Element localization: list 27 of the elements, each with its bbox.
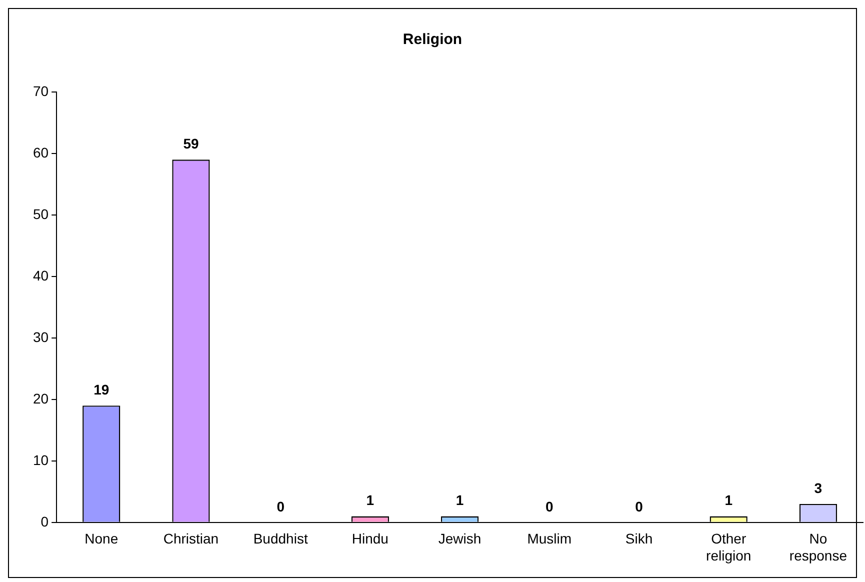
- y-tick-label: 50: [32, 206, 49, 222]
- data-label: 1: [456, 492, 464, 508]
- data-label: 1: [366, 492, 374, 508]
- x-tick-label: Muslim: [527, 530, 572, 547]
- y-tick-label: 20: [32, 390, 49, 406]
- data-label: 59: [183, 135, 199, 152]
- x-tick-label: None: [84, 530, 118, 547]
- x-tick-label: No response: [789, 530, 848, 564]
- data-label: 0: [545, 498, 554, 514]
- x-tick-label: Hindu: [352, 530, 388, 547]
- x-tick-label: Christian: [163, 530, 219, 547]
- y-tick-label: 30: [32, 328, 49, 345]
- y-tick-label: 0: [40, 513, 49, 530]
- y-tick-label: 70: [32, 82, 49, 99]
- data-label: 0: [635, 498, 644, 514]
- data-label: 1: [724, 492, 733, 508]
- data-label: 0: [276, 498, 285, 514]
- y-tick-label: 60: [32, 144, 49, 160]
- x-tick-label: Other religion: [706, 530, 752, 564]
- x-tick-label: Buddhist: [253, 530, 308, 547]
- x-tick-label: Sikh: [625, 530, 653, 547]
- y-tick-label: 10: [32, 452, 49, 468]
- y-tick-label: 40: [32, 267, 49, 284]
- data-label: 19: [94, 381, 110, 398]
- data-label: 3: [814, 480, 822, 496]
- x-tick-label: Jewish: [438, 530, 482, 547]
- chart-title: Religion: [402, 31, 464, 48]
